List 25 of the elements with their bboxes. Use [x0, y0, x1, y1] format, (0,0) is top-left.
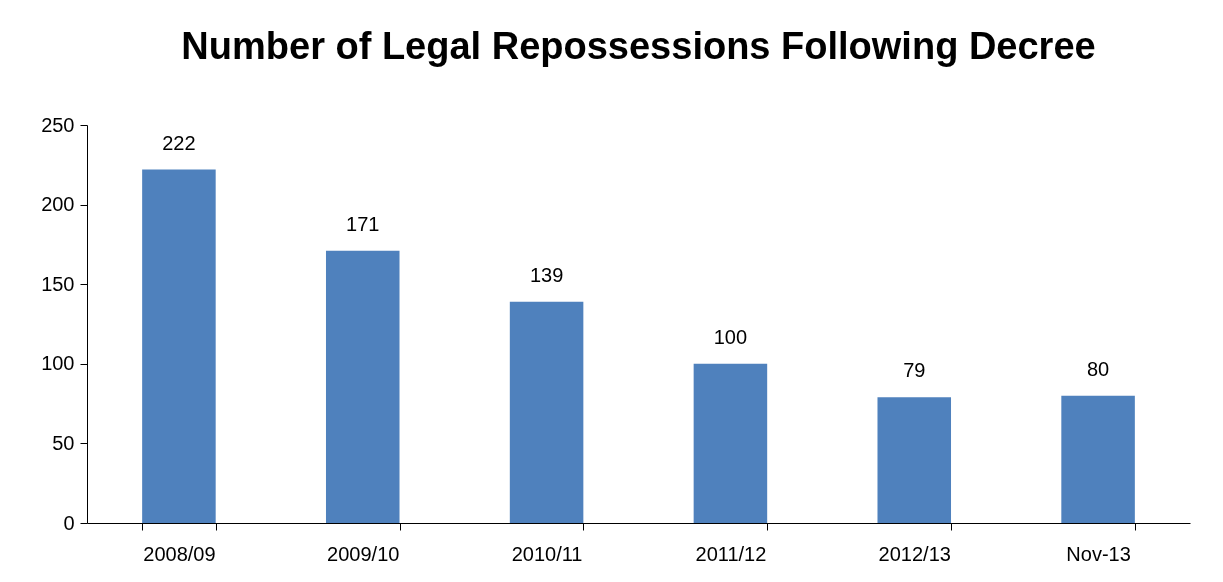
bar — [1061, 395, 1135, 523]
data-label: 79 — [903, 359, 926, 382]
bar — [693, 363, 768, 523]
data-label: 100 — [713, 325, 748, 348]
x-tick-label: 2012/13 — [878, 542, 951, 565]
bar — [877, 397, 952, 523]
data-label: 139 — [529, 263, 564, 286]
chart-title: Number of Legal Repossessions Following Decree — [181, 25, 1096, 67]
x-tick-label: Nov-13 — [1066, 542, 1131, 565]
bar — [142, 169, 216, 523]
x-tick-label: 2009/10 — [327, 542, 400, 565]
y-tick-label: 150 — [41, 272, 75, 295]
y-tick-label: 50 — [52, 431, 75, 454]
data-label: 222 — [162, 131, 196, 154]
x-tick-label: 2011/12 — [695, 542, 767, 565]
y-tick-label: 0 — [63, 511, 75, 534]
data-label: 171 — [346, 212, 380, 235]
x-tick-label: 2008/09 — [143, 542, 216, 565]
y-tick-label: 100 — [41, 352, 75, 375]
data-label: 80 — [1086, 357, 1110, 380]
x-tick-label: 2010/11 — [511, 542, 583, 565]
bar — [325, 250, 400, 523]
y-tick-label: 200 — [41, 193, 75, 216]
bar — [509, 301, 584, 523]
y-tick-label: 250 — [41, 113, 75, 136]
